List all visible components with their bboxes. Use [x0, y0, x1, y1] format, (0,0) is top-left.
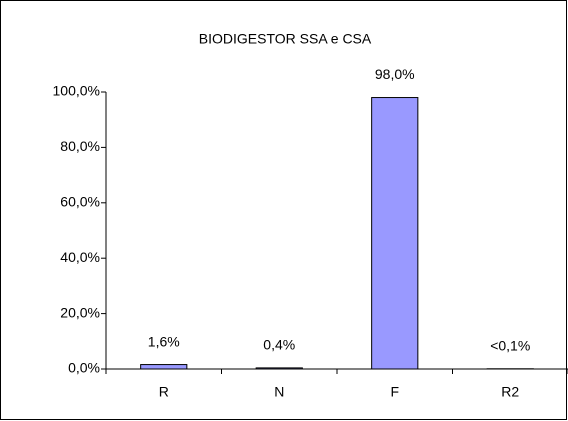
value-label: <0,1% [490, 337, 530, 353]
x-tick-label: N [274, 384, 284, 400]
y-tick-label: 100,0% [53, 83, 100, 99]
x-tick-label: R [159, 384, 169, 400]
y-tick-label: 20,0% [60, 304, 100, 320]
x-tick-label: R2 [501, 384, 519, 400]
bar [371, 97, 419, 370]
y-tick-label: 60,0% [60, 194, 100, 210]
value-label: 98,0% [375, 66, 415, 82]
x-tick-label: F [390, 384, 399, 400]
y-tick-label: 40,0% [60, 249, 100, 265]
value-label: 0,4% [263, 337, 295, 353]
chart-title: BIODIGESTOR SSA e CSA [199, 31, 372, 47]
y-tick-label: 0,0% [68, 360, 100, 376]
y-tick-label: 80,0% [60, 138, 100, 154]
bar [140, 364, 188, 370]
value-label: 1,6% [148, 333, 180, 349]
